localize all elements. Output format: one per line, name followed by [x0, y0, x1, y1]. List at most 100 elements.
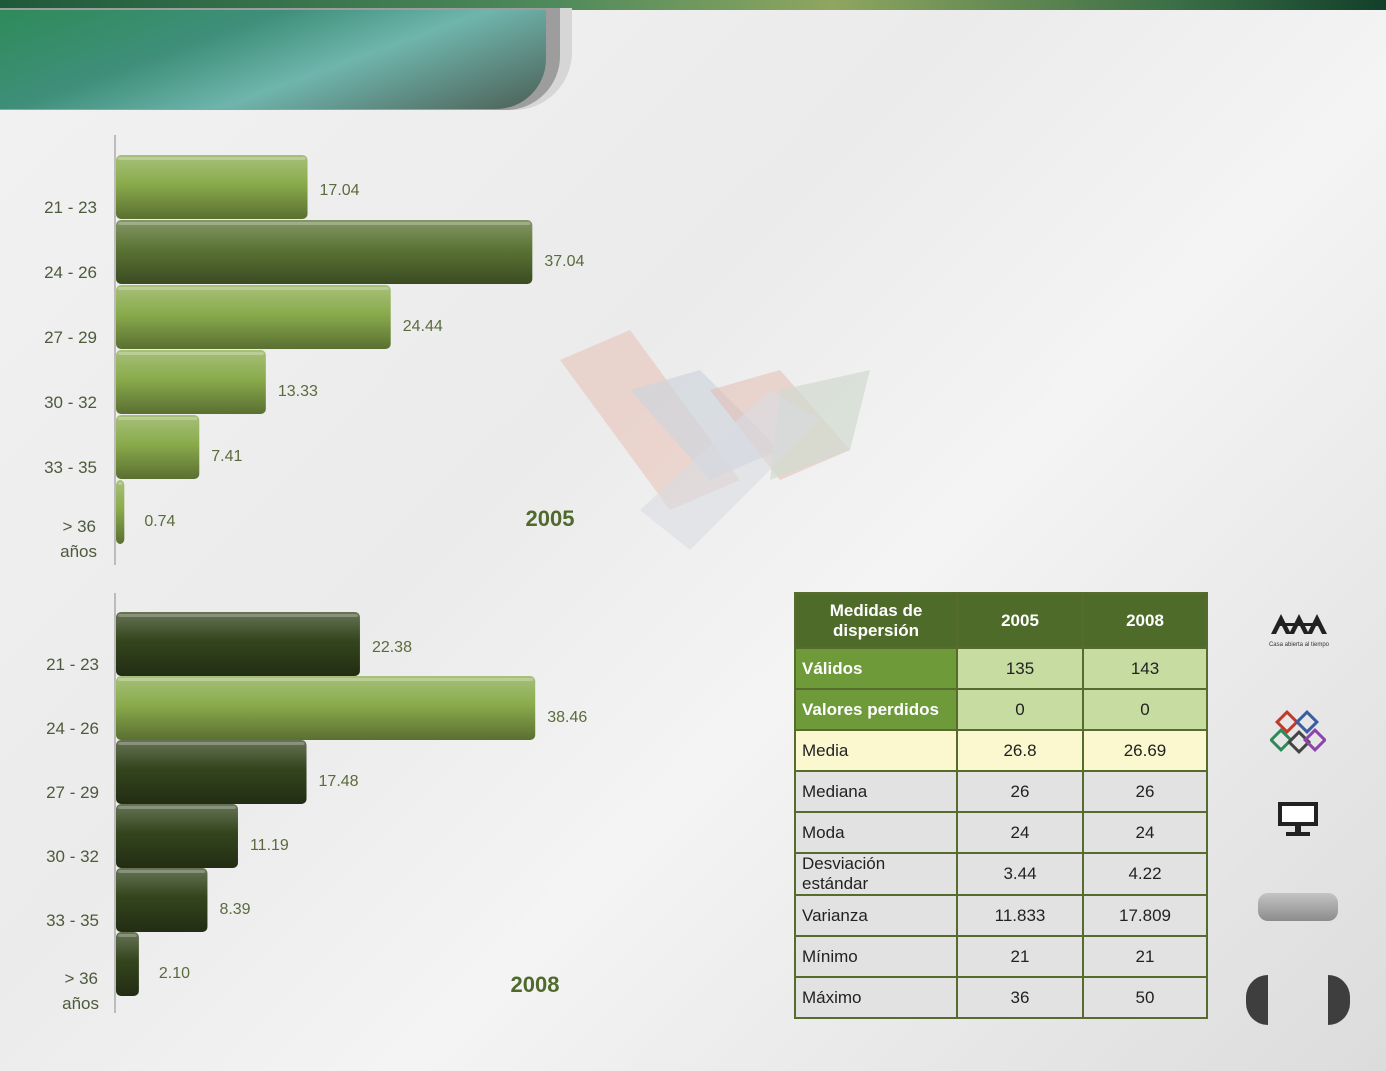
category-label-2005-2: 27 - 29	[44, 328, 97, 347]
uam-logo[interactable]: Casa abierta al tiempo	[1268, 612, 1330, 648]
table-row: Mínimo 21 21	[794, 935, 1208, 978]
bar-2005-2	[116, 285, 391, 349]
row-value-2005: 26.8	[956, 729, 1084, 772]
bar-chart-2008: 22.38 21 - 23 38.46 24 - 26 17.48 27 - 29 11.1…	[46, 593, 587, 1013]
row-value-2008: 4.22	[1082, 852, 1208, 896]
watermark-logo	[560, 330, 870, 550]
row-label: Valores perdidos	[794, 688, 958, 731]
bar-2005-1	[116, 220, 533, 284]
category-label-2008-5: > 36 años	[62, 969, 99, 1013]
bar-2005-5	[116, 480, 125, 544]
table-row: Válidos 135 143	[794, 647, 1208, 690]
top-bar	[0, 0, 1386, 10]
value-label-2008-5: 2.10	[159, 965, 190, 982]
dispersion-table: Medidas de dispersión 2005 2008 Válidos 1…	[794, 592, 1208, 1019]
row-label: Varianza	[794, 894, 958, 937]
bar-highlight	[118, 870, 206, 873]
bar-2008-1	[116, 676, 536, 740]
row-value-2005: 3.44	[956, 852, 1084, 896]
value-label-2008-1: 38.46	[547, 709, 587, 726]
row-value-2005: 36	[956, 976, 1084, 1019]
nav-next-button[interactable]	[1328, 975, 1350, 1025]
row-value-2008: 0	[1082, 688, 1208, 731]
category-label-2008-0: 21 - 23	[46, 655, 99, 674]
value-label-2008-2: 17.48	[319, 773, 359, 790]
bar-2008-0	[116, 612, 360, 676]
category-label-2005-0: 21 - 23	[44, 198, 97, 217]
bar-2005-4	[116, 415, 200, 479]
row-label: Mediana	[794, 770, 958, 813]
bar-highlight	[118, 352, 264, 355]
row-value-2005: 21	[956, 935, 1084, 978]
year-label-2008: 2008	[511, 972, 560, 997]
uam-logo-icon	[1271, 614, 1327, 634]
bar-2008-4	[116, 868, 208, 932]
table-header-row: Medidas de dispersión 2005 2008	[794, 592, 1208, 649]
bar-highlight	[118, 222, 531, 225]
title-banner	[0, 10, 546, 109]
bar-highlight	[118, 417, 198, 420]
header-2005: 2005	[956, 592, 1084, 649]
row-value-2005: 135	[956, 647, 1084, 690]
bar-2008-3	[116, 804, 238, 868]
row-value-2005: 26	[956, 770, 1084, 813]
bar-highlight	[118, 157, 306, 160]
bar-2008-5	[116, 932, 139, 996]
bar-2008-2	[116, 740, 307, 804]
category-label-2008-2: 27 - 29	[46, 783, 99, 802]
row-label: Máximo	[794, 976, 958, 1019]
value-label-2005-0: 17.04	[320, 182, 360, 199]
row-value-2008: 50	[1082, 976, 1208, 1019]
bar-highlight	[118, 678, 534, 681]
table-row: Desviación estándar 3.44 4.22	[794, 852, 1208, 896]
row-label: Moda	[794, 811, 958, 854]
row-label: Válidos	[794, 647, 958, 690]
header-2008: 2008	[1082, 592, 1208, 649]
bar-highlight	[118, 287, 389, 290]
category-label-2005-5: > 36 años	[60, 517, 97, 561]
category-label-2008-4: 33 - 35	[46, 911, 99, 930]
uam-tagline: Casa abierta al tiempo	[1268, 642, 1330, 648]
bar-chart-2005: 17.04 21 - 23 37.04 24 - 26 24.44 27 - 29 13.3…	[44, 135, 584, 565]
bar-highlight	[118, 482, 123, 485]
table-row: Valores perdidos 0 0	[794, 688, 1208, 731]
table-row: Moda 24 24	[794, 811, 1208, 854]
row-value-2008: 17.809	[1082, 894, 1208, 937]
category-label-2005-1: 24 - 26	[44, 263, 97, 282]
value-label-2005-3: 13.33	[278, 383, 318, 400]
value-label-2008-4: 8.39	[219, 901, 250, 918]
row-value-2008: 24	[1082, 811, 1208, 854]
category-label-2005-3: 30 - 32	[44, 393, 97, 412]
table-row: Máximo 36 50	[794, 976, 1208, 1019]
bar-highlight	[118, 934, 137, 937]
row-value-2005: 11.833	[956, 894, 1084, 937]
table-row: Mediana 26 26	[794, 770, 1208, 813]
header-measure: Medidas de dispersión	[794, 592, 958, 649]
row-value-2008: 21	[1082, 935, 1208, 978]
nav-menu-button[interactable]	[1258, 893, 1338, 921]
monitor-icon[interactable]	[1276, 800, 1320, 838]
value-label-2005-4: 7.41	[211, 448, 242, 465]
year-label-2005: 2005	[526, 506, 575, 531]
table-row: Media 26.8 26.69	[794, 729, 1208, 772]
value-label-2005-2: 24.44	[403, 318, 443, 335]
value-label-2008-0: 22.38	[372, 639, 412, 656]
row-value-2005: 0	[956, 688, 1084, 731]
cubes-logo-icon[interactable]	[1270, 705, 1326, 759]
value-label-2008-3: 11.19	[250, 837, 289, 854]
value-label-2005-5: 0.74	[144, 513, 175, 530]
category-label-2005-4: 33 - 35	[44, 458, 97, 477]
row-value-2008: 26.69	[1082, 729, 1208, 772]
table-row: Varianza 11.833 17.809	[794, 894, 1208, 937]
row-value-2008: 26	[1082, 770, 1208, 813]
row-label: Mínimo	[794, 935, 958, 978]
category-label-2008-1: 24 - 26	[46, 719, 99, 738]
bar-highlight	[118, 742, 305, 745]
nav-previous-button[interactable]	[1246, 975, 1268, 1025]
bar-highlight	[118, 614, 358, 617]
bar-2005-0	[116, 155, 308, 219]
bar-highlight	[118, 806, 236, 809]
row-label: Desviación estándar	[794, 852, 958, 896]
bar-2005-3	[116, 350, 266, 414]
category-label-2008-3: 30 - 32	[46, 847, 99, 866]
